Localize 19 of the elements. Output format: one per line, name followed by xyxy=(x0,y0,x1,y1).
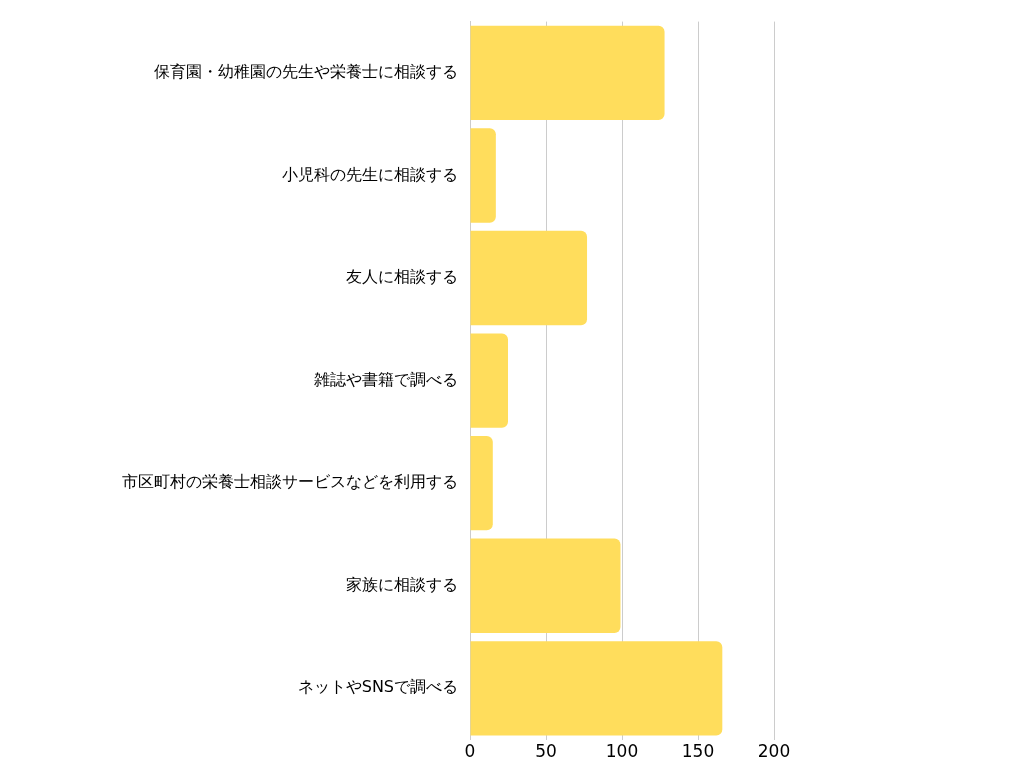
y-tick-label: ネットやSNSで調べる xyxy=(297,677,458,697)
y-tick-label: 市区町村の栄養士相談サービスなどを利用する xyxy=(122,472,458,492)
x-tick-label: 100 xyxy=(605,741,639,762)
y-tick-label: 家族に相談する xyxy=(346,574,458,594)
bar xyxy=(470,641,723,736)
x-tick-label: 200 xyxy=(757,741,791,762)
bar xyxy=(470,230,588,326)
x-tick-label: 0 xyxy=(464,741,476,762)
bar xyxy=(470,435,493,531)
x-tick-label: 150 xyxy=(681,741,715,762)
y-tick-label: 友人に相談する xyxy=(346,267,458,287)
bar xyxy=(470,25,665,121)
bar xyxy=(470,333,508,428)
y-tick-label: 小児科の先生に相談する xyxy=(282,164,458,184)
bar xyxy=(470,538,621,633)
y-tick-label: 雑誌や書籍で調べる xyxy=(314,369,458,389)
y-tick-label: 保育園・幼稚園の先生や栄養士に相談する xyxy=(154,62,458,82)
x-tick-label: 50 xyxy=(535,741,557,762)
bar xyxy=(470,128,496,223)
